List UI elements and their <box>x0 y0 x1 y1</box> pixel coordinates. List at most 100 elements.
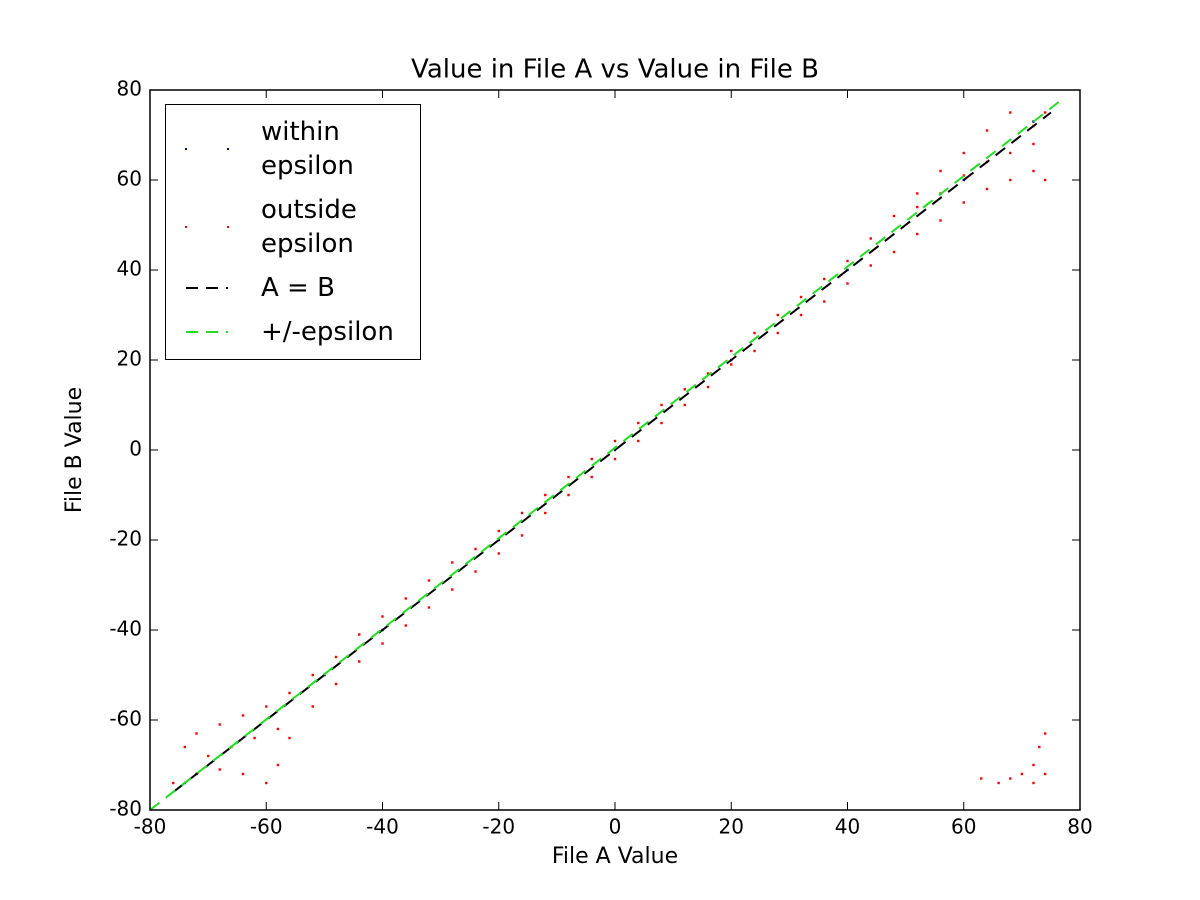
point <box>334 655 338 659</box>
point <box>846 282 849 285</box>
point <box>206 754 210 758</box>
point <box>916 232 919 236</box>
legend-label: +/-epsilon <box>261 317 394 347</box>
point <box>567 493 570 497</box>
point <box>404 624 407 627</box>
point <box>846 259 849 263</box>
point <box>869 264 872 267</box>
point <box>962 178 965 182</box>
point <box>892 214 896 218</box>
x-tick-label: 20 <box>719 815 744 839</box>
y-axis-label: File B Value <box>62 387 87 513</box>
point <box>358 633 361 636</box>
point <box>404 597 407 600</box>
point <box>474 570 477 573</box>
point <box>683 388 686 391</box>
point <box>660 403 663 407</box>
point <box>979 777 983 780</box>
point <box>939 219 942 222</box>
point <box>1038 745 1041 749</box>
legend-marker <box>185 226 229 228</box>
point <box>776 331 779 335</box>
point <box>1043 178 1047 182</box>
point <box>288 736 291 740</box>
point <box>427 606 431 609</box>
point <box>276 763 280 767</box>
point <box>241 714 245 717</box>
x-tick-label: 0 <box>609 815 622 839</box>
y-tick-label: 60 <box>117 167 142 191</box>
point <box>288 691 291 695</box>
point <box>1009 178 1012 182</box>
point <box>520 534 524 537</box>
x-tick-label: -20 <box>482 815 515 839</box>
point <box>276 727 280 731</box>
point <box>544 511 547 515</box>
point <box>1043 772 1047 776</box>
point <box>637 439 640 443</box>
point <box>730 349 733 353</box>
y-tick-label: -20 <box>109 527 142 551</box>
point <box>451 588 454 591</box>
legend-dot <box>185 148 187 150</box>
x-tick-label: 60 <box>951 815 976 839</box>
point <box>753 349 756 353</box>
point <box>1032 169 1035 173</box>
point <box>427 579 431 582</box>
point <box>544 493 547 497</box>
point <box>823 300 826 303</box>
point <box>776 313 779 317</box>
point <box>869 237 872 240</box>
point <box>637 421 640 425</box>
point <box>997 781 1000 785</box>
point <box>567 475 570 479</box>
point <box>183 745 187 749</box>
point <box>311 705 314 708</box>
legend: within epsilon outside epsilon A = B +/-eps… <box>165 104 421 360</box>
y-tick-label: -40 <box>109 617 142 641</box>
point <box>381 615 384 618</box>
point <box>706 372 710 375</box>
point <box>1032 142 1035 146</box>
point <box>892 250 896 254</box>
legend-marker <box>186 287 228 289</box>
point <box>195 732 198 735</box>
legend-label: outside epsilon <box>261 195 357 259</box>
point <box>265 705 268 708</box>
legend-label: A = B <box>261 273 335 303</box>
y-tick-label: -60 <box>109 707 142 731</box>
point <box>799 295 803 299</box>
point <box>613 457 617 461</box>
y-tick-label: 20 <box>117 347 142 371</box>
legend-dot <box>227 226 229 228</box>
legend-marker <box>186 331 228 333</box>
x-tick-label: -40 <box>366 815 399 839</box>
point <box>916 192 919 195</box>
point <box>962 201 965 204</box>
point <box>730 363 733 366</box>
point <box>985 129 989 132</box>
legend-dot <box>227 148 229 150</box>
point <box>311 673 314 677</box>
legend-dot <box>185 226 187 228</box>
point <box>497 529 500 533</box>
point <box>241 772 245 776</box>
point <box>497 552 500 555</box>
chart-title: Value in File A vs Value in File B <box>411 55 819 85</box>
line <box>149 98 1064 811</box>
point <box>334 682 338 686</box>
x-tick-label: -60 <box>250 815 283 839</box>
point <box>1032 781 1035 785</box>
point <box>1009 111 1012 114</box>
point <box>613 448 617 452</box>
point <box>823 277 826 281</box>
point <box>218 768 221 771</box>
point <box>1020 772 1024 776</box>
point <box>381 642 384 645</box>
y-tick-label: 0 <box>129 437 142 461</box>
x-tick-label: 80 <box>1067 815 1092 839</box>
point <box>253 736 256 740</box>
point <box>520 511 524 515</box>
